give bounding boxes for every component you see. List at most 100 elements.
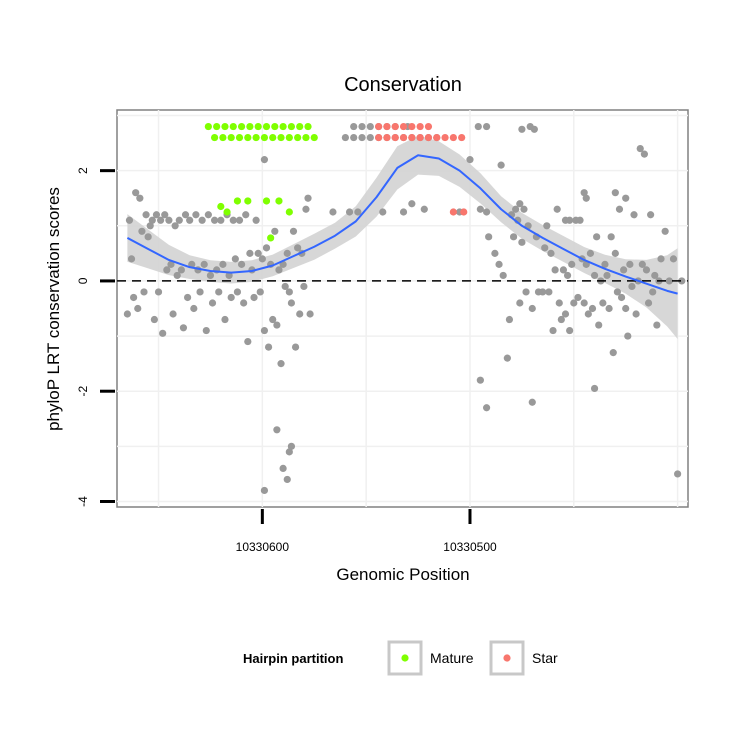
point-other xyxy=(665,277,673,285)
point-mature xyxy=(262,122,271,131)
point-other xyxy=(547,249,555,257)
point-other xyxy=(302,205,310,213)
point-other xyxy=(644,299,653,307)
point-other xyxy=(590,271,599,280)
point-other xyxy=(661,227,669,235)
point-other xyxy=(638,260,646,268)
point-other xyxy=(210,216,219,224)
point-mature xyxy=(271,122,279,131)
point-other xyxy=(580,189,588,197)
point-other xyxy=(499,271,507,280)
point-other xyxy=(345,208,354,216)
point-mature xyxy=(217,202,225,211)
point-other xyxy=(125,216,134,224)
point-mature xyxy=(219,133,227,142)
point-other xyxy=(543,222,551,230)
point-other xyxy=(603,271,611,280)
legend-label-star: Star xyxy=(532,650,558,666)
point-other xyxy=(173,271,181,280)
point-other xyxy=(306,310,314,318)
point-other xyxy=(183,293,192,302)
point-mature xyxy=(310,133,318,142)
point-other xyxy=(555,299,563,307)
point-other xyxy=(146,222,154,230)
point-other xyxy=(509,233,518,241)
point-other xyxy=(495,260,503,268)
point-star xyxy=(441,133,449,142)
point-other xyxy=(227,293,235,302)
point-other xyxy=(557,315,565,324)
point-other xyxy=(300,282,308,291)
point-other xyxy=(148,216,156,224)
confidence-band xyxy=(127,135,678,340)
point-other xyxy=(599,299,607,307)
point-other xyxy=(281,282,289,291)
point-other xyxy=(399,208,408,216)
point-star xyxy=(383,133,391,142)
point-other xyxy=(254,249,262,257)
point-mature xyxy=(204,122,212,131)
point-other xyxy=(271,227,279,235)
point-other xyxy=(518,238,526,246)
point-mature xyxy=(210,133,219,142)
point-other xyxy=(294,244,302,252)
y-tick-label: -4 xyxy=(76,496,90,507)
point-other xyxy=(287,299,296,307)
point-other xyxy=(563,271,572,280)
point-other xyxy=(657,255,665,263)
point-other xyxy=(640,150,648,158)
point-other xyxy=(217,216,225,224)
point-other xyxy=(559,266,568,274)
point-star xyxy=(375,133,383,142)
point-other xyxy=(140,288,148,296)
point-other xyxy=(277,360,285,368)
point-other xyxy=(200,260,208,268)
point-other xyxy=(279,464,287,473)
point-mature xyxy=(294,133,302,142)
point-other xyxy=(192,211,200,219)
point-mature xyxy=(285,133,293,142)
grid xyxy=(117,110,688,507)
point-other xyxy=(283,249,291,257)
point-other xyxy=(287,442,296,450)
point-other xyxy=(152,211,161,219)
point-mature xyxy=(277,133,285,142)
point-other xyxy=(615,205,624,213)
point-other xyxy=(622,304,630,313)
point-other xyxy=(275,266,283,274)
point-other xyxy=(590,384,599,393)
point-other xyxy=(561,310,570,318)
point-star xyxy=(375,122,383,131)
confidence-band-layer xyxy=(127,135,678,340)
point-star xyxy=(391,122,399,131)
point-other xyxy=(630,211,638,219)
point-other xyxy=(593,233,601,241)
point-other xyxy=(142,211,150,219)
point-other xyxy=(264,343,273,351)
point-other xyxy=(252,216,260,224)
point-other xyxy=(482,122,491,131)
point-other xyxy=(291,343,300,351)
point-other xyxy=(539,288,547,296)
point-star xyxy=(433,133,441,142)
point-other xyxy=(647,211,655,219)
y-tick-label: -2 xyxy=(76,386,90,397)
legend-title: Hairpin partition xyxy=(243,651,343,666)
x-axis-title: Genomic Position xyxy=(336,565,469,584)
point-other xyxy=(636,144,644,153)
point-other xyxy=(273,426,281,434)
point-other xyxy=(171,222,179,230)
legend: Hairpin partition Mature Star xyxy=(243,640,558,676)
point-other xyxy=(350,133,358,142)
point-other xyxy=(202,326,210,335)
point-other xyxy=(624,332,632,340)
point-mature xyxy=(302,133,310,142)
point-mature xyxy=(267,234,275,242)
point-mature xyxy=(304,122,312,131)
point-other xyxy=(541,244,549,252)
point-other xyxy=(165,216,173,224)
point-other xyxy=(136,194,144,202)
point-mature xyxy=(252,133,260,142)
point-other xyxy=(273,321,281,329)
